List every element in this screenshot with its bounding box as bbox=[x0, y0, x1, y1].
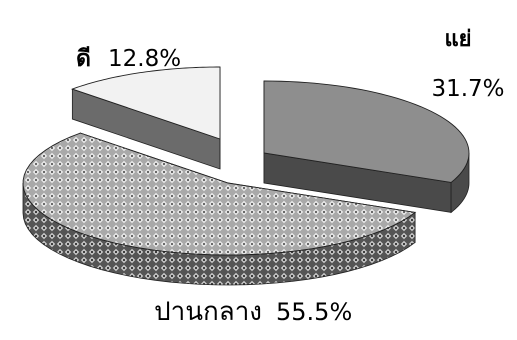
slice-bad-top bbox=[263, 80, 470, 183]
slice-medium-top bbox=[22, 132, 417, 256]
slice-value-bad: 31.7% bbox=[431, 76, 504, 102]
slice-label-medium: ปานกลาง bbox=[154, 297, 262, 327]
pie-slices bbox=[22, 66, 470, 286]
slice-value-good: 12.8% bbox=[108, 46, 181, 72]
slice-label-bad: แย่ bbox=[444, 27, 471, 52]
slice-good-top bbox=[70, 66, 221, 140]
slice-value-medium: 55.5% bbox=[276, 298, 352, 326]
slice-label-good: ดี bbox=[76, 46, 91, 72]
